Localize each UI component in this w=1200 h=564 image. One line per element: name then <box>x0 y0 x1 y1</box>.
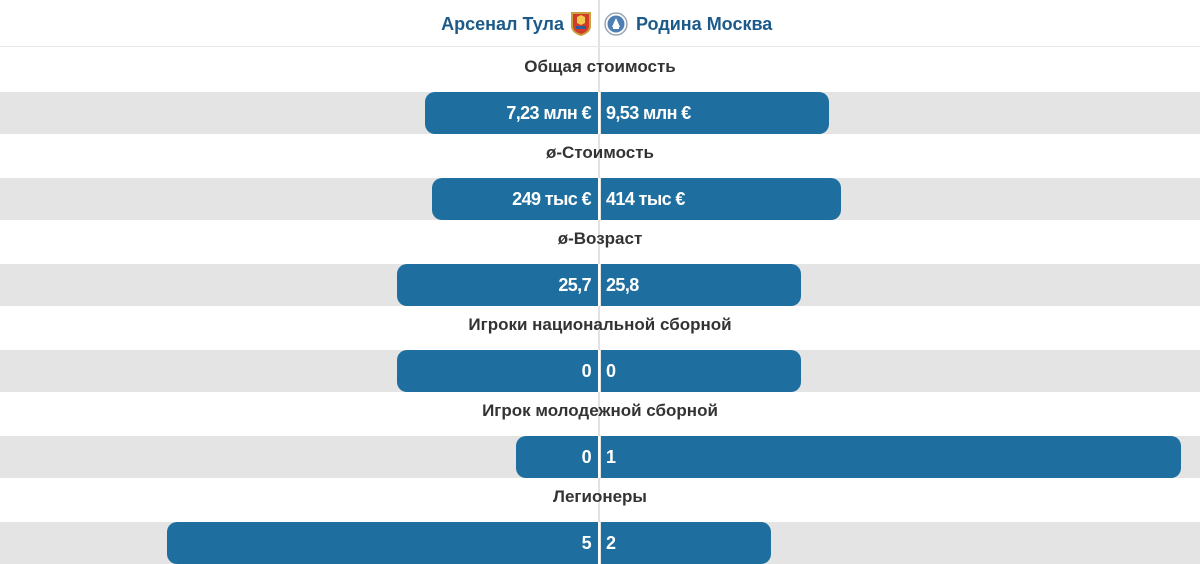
away-value-text: 25,8 <box>606 274 639 295</box>
stat-label: ø-Стоимость <box>545 143 654 162</box>
bar-divider <box>598 350 600 392</box>
stat-label: Игрок молодежной сборной <box>482 401 718 420</box>
stat-label: Игроки национальной сборной <box>468 315 732 334</box>
arsenal-tula-crest-icon <box>571 12 591 36</box>
home-value-text: 249 тыс € <box>512 188 591 209</box>
stat-row-total-value: Общая стоимость 7,23 млн € 9,53 млн € <box>0 47 1200 134</box>
bar-divider <box>598 522 600 564</box>
away-value-bar: 2 <box>601 522 771 564</box>
home-value-bar: 0 <box>516 436 599 478</box>
away-value-bar: 25,8 <box>601 264 801 306</box>
stat-row-national-team-players: Игроки национальной сборной 0 0 <box>0 305 1200 392</box>
home-team-name[interactable]: Арсенал Тула <box>441 13 564 34</box>
stat-track <box>0 264 1200 306</box>
away-value-bar: 0 <box>601 350 801 392</box>
stat-track <box>0 178 1200 220</box>
stat-track <box>0 92 1200 134</box>
bar-divider <box>598 264 600 306</box>
stat-label: ø-Возраст <box>557 229 643 248</box>
home-team[interactable]: Арсенал Тула <box>441 10 592 38</box>
stat-row-youth-team-players: Игрок молодежной сборной 0 1 <box>0 391 1200 478</box>
home-value-bar: 7,23 млн € <box>425 92 599 134</box>
home-value-bar: 25,7 <box>397 264 599 306</box>
comparison-header: Арсенал Тула Родина Москва <box>0 0 1200 47</box>
home-value-text: 5 <box>581 532 592 553</box>
bar-divider <box>598 178 600 220</box>
rodina-moscow-crest-icon <box>604 12 628 36</box>
bar-divider <box>598 436 600 478</box>
away-value-bar: 1 <box>601 436 1181 478</box>
away-team[interactable]: Родина Москва <box>604 10 772 38</box>
bar-divider <box>598 92 600 134</box>
home-value-bar: 0 <box>397 350 599 392</box>
home-value-text: 0 <box>581 446 592 467</box>
away-value-text: 0 <box>606 360 616 381</box>
away-team-name[interactable]: Родина Москва <box>636 13 773 34</box>
away-value-text: 1 <box>606 446 616 467</box>
stat-track <box>0 350 1200 392</box>
away-value-text: 414 тыс € <box>606 188 685 209</box>
away-value-text: 9,53 млн € <box>606 102 691 123</box>
home-value-text: 0 <box>581 360 592 381</box>
stat-label: Общая стоимость <box>524 57 676 76</box>
stat-row-average-age: ø-Возраст 25,7 25,8 <box>0 219 1200 306</box>
away-value-bar: 414 тыс € <box>601 178 841 220</box>
home-value-bar: 249 тыс € <box>432 178 599 220</box>
stat-label: Легионеры <box>553 487 647 506</box>
stat-row-foreign-players: Легионеры 5 2 <box>0 477 1200 564</box>
away-value-bar: 9,53 млн € <box>601 92 829 134</box>
home-value-text: 25,7 <box>558 274 591 295</box>
home-value-text: 7,23 млн € <box>506 102 591 123</box>
away-value-text: 2 <box>606 532 616 553</box>
stat-row-average-value: ø-Стоимость 249 тыс € 414 тыс € <box>0 133 1200 220</box>
home-value-bar: 5 <box>167 522 599 564</box>
